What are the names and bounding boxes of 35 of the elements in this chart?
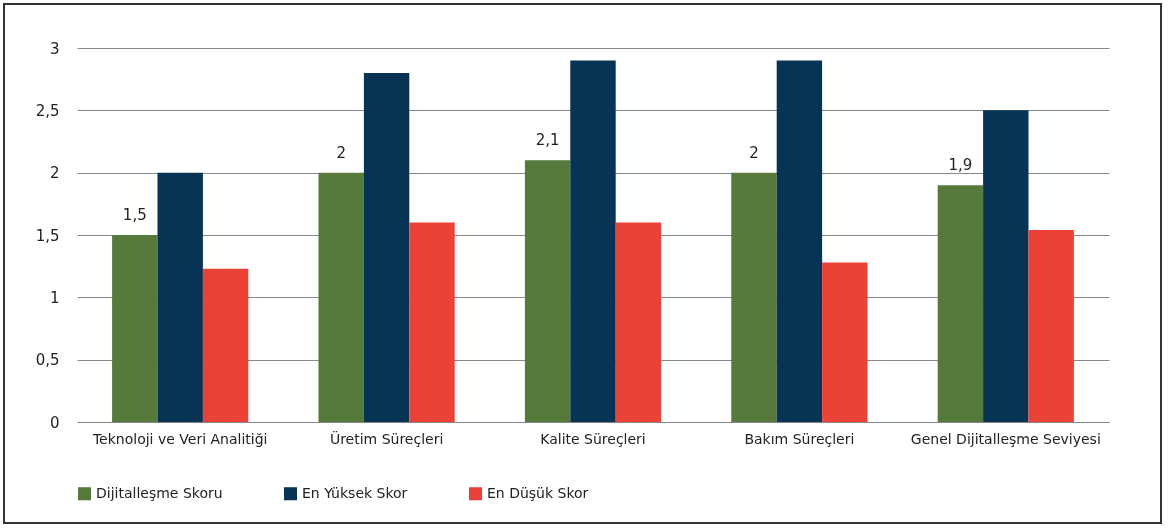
- x-tick-label: Bakım Süreçleri: [744, 430, 855, 447]
- y-tick-label: 1,5: [35, 226, 60, 245]
- bar: [157, 172, 203, 422]
- bar: [1028, 230, 1074, 422]
- bar: [318, 172, 364, 422]
- bar: [570, 60, 616, 422]
- bar: [822, 262, 868, 422]
- data-label: 2: [749, 143, 759, 162]
- bar: [112, 235, 158, 422]
- bar: [937, 185, 984, 422]
- y-tick-label: 0: [49, 413, 60, 432]
- data-label: 2: [336, 143, 346, 162]
- y-tick-label: 2,5: [35, 101, 60, 120]
- bar: [776, 60, 823, 422]
- bar: [202, 268, 249, 422]
- legend-label: En Düşük Skor: [487, 484, 589, 501]
- data-label: 1,5: [122, 206, 147, 224]
- x-tick-label: Kalite Süreçleri: [540, 430, 646, 447]
- x-tick-label: Genel Dijitalleşme Seviyesi: [910, 430, 1101, 447]
- legend-label: En Yüksek Skor: [302, 484, 408, 501]
- data-label: 2,1: [535, 131, 560, 150]
- legend-label: Dijitalleşme Skoru: [96, 484, 223, 501]
- x-tick-label: Teknoloji ve Veri Analitiği: [91, 430, 268, 447]
- data-label: 1,9: [948, 156, 973, 175]
- bar: [363, 72, 410, 422]
- x-tick-label: Üretim Süreçleri: [329, 429, 444, 447]
- bar: [409, 222, 455, 422]
- bar: [524, 160, 571, 422]
- y-tick-label: 3: [49, 39, 60, 58]
- bar: [983, 110, 1029, 422]
- y-tick-label: 2: [49, 164, 60, 183]
- y-tick-label: 1: [49, 288, 60, 307]
- bar: [731, 172, 777, 422]
- bar: [615, 222, 662, 422]
- y-tick-label: 0,5: [35, 351, 60, 370]
